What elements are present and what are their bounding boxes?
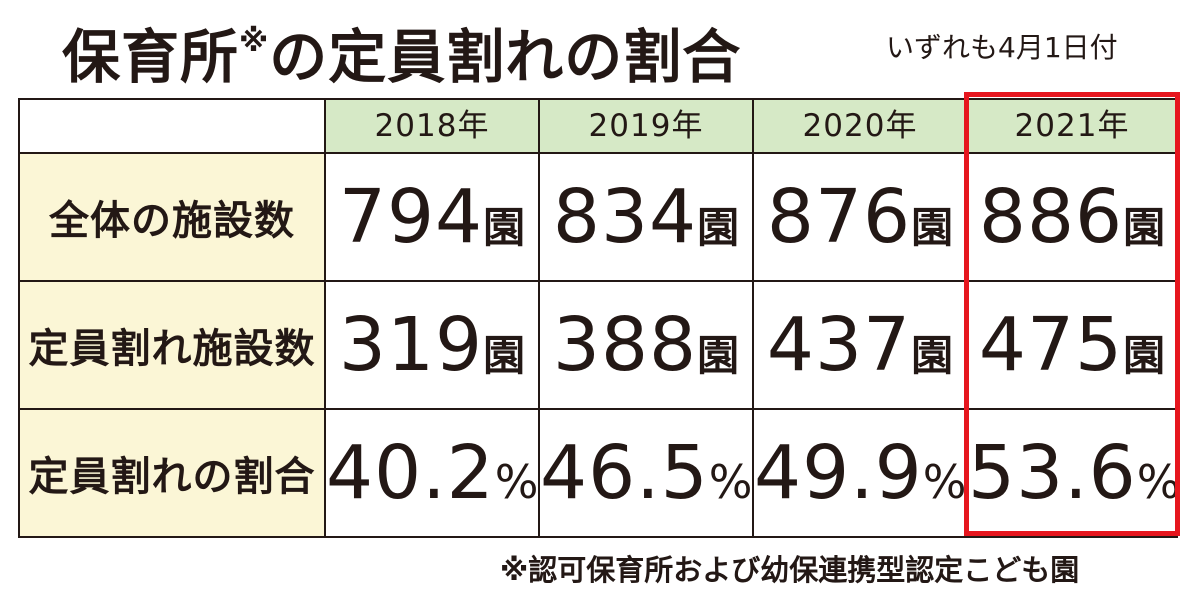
value-unit: 園 (1123, 331, 1166, 380)
value-cell: 46.5% (538, 408, 754, 538)
value-cell: 319園 (324, 280, 540, 410)
data-table: 2018年 2019年 2020年 2021年 全体の施設数 794園 834園… (18, 98, 1180, 538)
value-unit: % (494, 455, 539, 509)
value-number: 40.2 (326, 430, 495, 516)
value-cell: 40.2% (324, 408, 540, 538)
value-number: 437 (766, 302, 912, 388)
column-header-2021: 2021年 (966, 98, 1178, 154)
value-number: 886 (978, 174, 1124, 260)
value-cell: 437園 (752, 280, 968, 410)
chart-title: 保育所※の定員割れの割合 (62, 2, 741, 97)
value-number: 834 (552, 174, 698, 260)
title-mark: ※ (239, 24, 270, 59)
date-note: いずれも4月1日付 (886, 31, 1118, 64)
value-number: 388 (552, 302, 698, 388)
value-cell: 49.9% (752, 408, 968, 538)
value-number: 794 (338, 174, 484, 260)
value-cell: 53.6% (966, 408, 1180, 538)
value-unit: 園 (697, 331, 740, 380)
value-cell: 388園 (538, 280, 754, 410)
value-unit: 園 (911, 203, 954, 252)
value-number: 46.5 (540, 430, 709, 516)
value-cell: 834園 (538, 152, 754, 282)
value-unit: 園 (483, 331, 526, 380)
value-number: 319 (338, 302, 484, 388)
value-unit: % (1136, 455, 1181, 509)
value-cell: 794園 (324, 152, 540, 282)
value-number: 49.9 (754, 430, 923, 516)
header-row: 2018年 2019年 2020年 2021年 (18, 98, 1178, 154)
value-unit: 園 (697, 203, 740, 252)
value-unit: 園 (911, 331, 954, 380)
value-cell: 475園 (966, 280, 1178, 410)
value-cell: 876園 (752, 152, 968, 282)
value-number: 53.6 (968, 430, 1137, 516)
table-row: 定員割れ施設数 319園 388園 437園 475園 (18, 280, 1178, 410)
title-main: 保育所 (62, 23, 240, 91)
column-header-2019: 2019年 (538, 98, 754, 154)
row-label-under-capacity: 定員割れ施設数 (18, 280, 326, 410)
value-unit: % (922, 455, 967, 509)
corner-cell (18, 98, 326, 154)
column-header-2020: 2020年 (752, 98, 968, 154)
column-header-2018: 2018年 (324, 98, 540, 154)
value-unit: 園 (483, 203, 526, 252)
table-row: 全体の施設数 794園 834園 876園 886園 (18, 152, 1178, 282)
value-number: 876 (766, 174, 912, 260)
table-row: 定員割れの割合 40.2% 46.5% 49.9% 53.6% (18, 408, 1180, 538)
value-cell: 886園 (966, 152, 1178, 282)
title-rest: の定員割れの割合 (269, 23, 742, 91)
row-label-total: 全体の施設数 (18, 152, 326, 282)
value-unit: % (708, 455, 753, 509)
value-number: 475 (978, 302, 1124, 388)
value-unit: 園 (1123, 203, 1166, 252)
row-label-ratio: 定員割れの割合 (18, 408, 326, 538)
footnote: ※認可保育所および幼保連携型認定こども園 (500, 553, 1080, 587)
